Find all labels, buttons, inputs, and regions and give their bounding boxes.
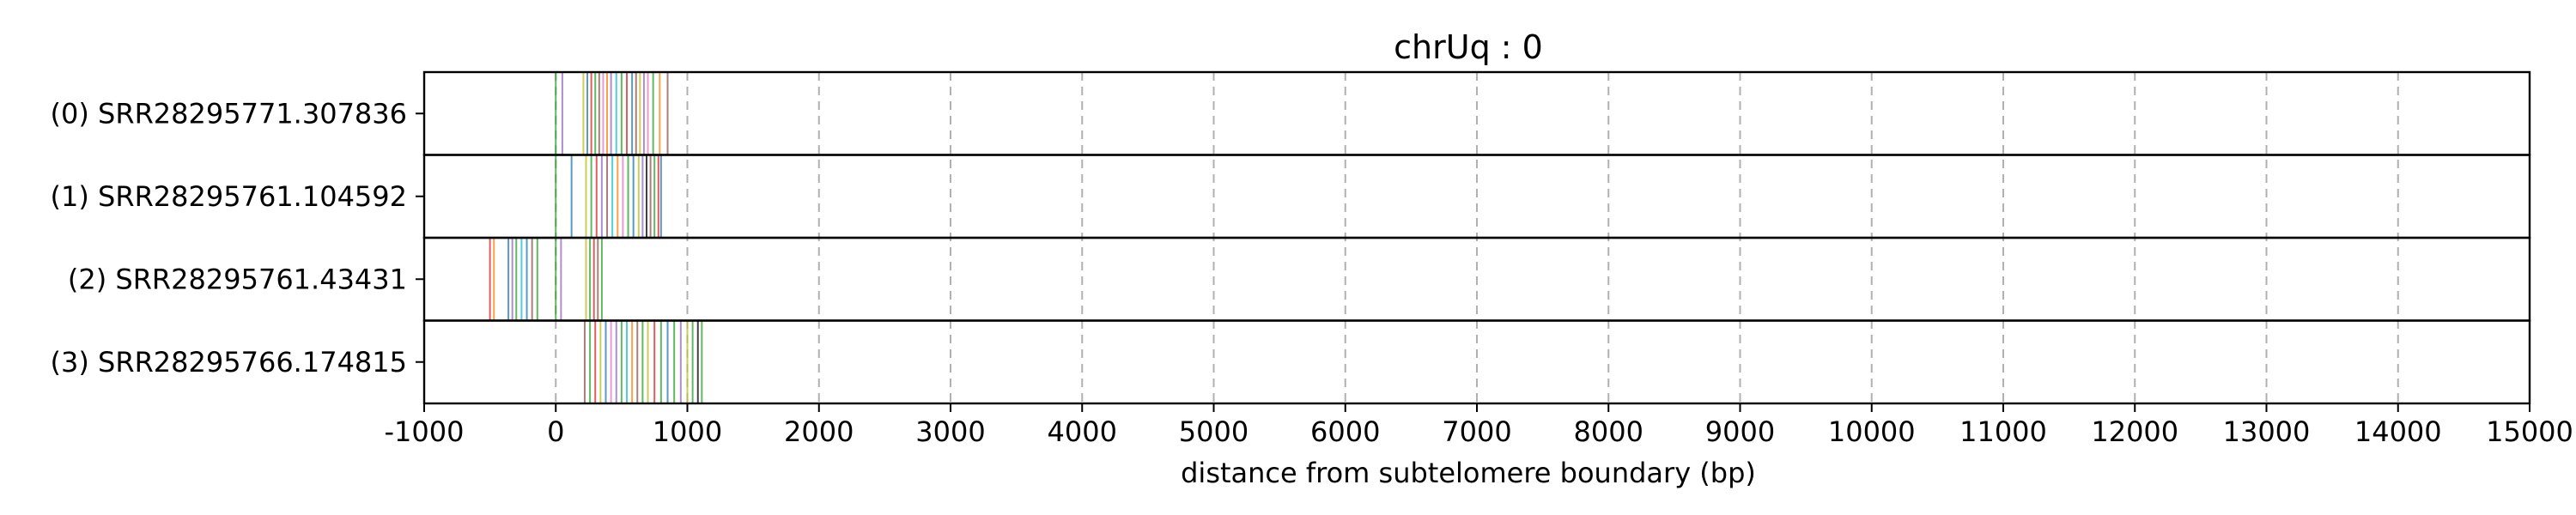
x-tick-label: 10000 <box>1828 415 1916 448</box>
x-tick-label: 14000 <box>2354 415 2442 448</box>
x-tick-label: 15000 <box>2486 415 2573 448</box>
x-tick-label: 11000 <box>1959 415 2047 448</box>
x-tick-label: 9000 <box>1705 415 1775 448</box>
x-tick-label: 0 <box>547 415 564 448</box>
row-label: (3) SRR28295766.174815 <box>51 346 407 379</box>
x-tick-label: 12000 <box>2091 415 2178 448</box>
x-tick-label: 5000 <box>1179 415 1249 448</box>
x-tick-label: 2000 <box>784 415 854 448</box>
x-tick-label: 13000 <box>2223 415 2311 448</box>
chart-title: chrUq : 0 <box>1394 28 1543 66</box>
row-label: (0) SRR28295771.307836 <box>51 97 407 130</box>
x-axis-label: distance from subtelomere boundary (bp) <box>1181 457 1756 489</box>
row-panels: (0) SRR28295771.307836 (1) SRR28295761.10… <box>51 70 2531 405</box>
data-marks <box>489 73 703 403</box>
row-label: (2) SRR28295761.43431 <box>68 263 407 295</box>
x-tick-label: 8000 <box>1574 415 1643 448</box>
x-tick-label: -1000 <box>385 415 465 448</box>
x-tick-label: 1000 <box>653 415 722 448</box>
row-label: (1) SRR28295761.104592 <box>51 180 407 213</box>
x-axis-ticks: -1000 0 1000 2000 3000 4000 5000 6000 7000 8000 90… <box>385 403 2573 448</box>
x-tick-label: 3000 <box>915 415 985 448</box>
x-tick-label: 6000 <box>1310 415 1380 448</box>
x-tick-label: 7000 <box>1442 415 1511 448</box>
x-tick-label: 4000 <box>1048 415 1117 448</box>
